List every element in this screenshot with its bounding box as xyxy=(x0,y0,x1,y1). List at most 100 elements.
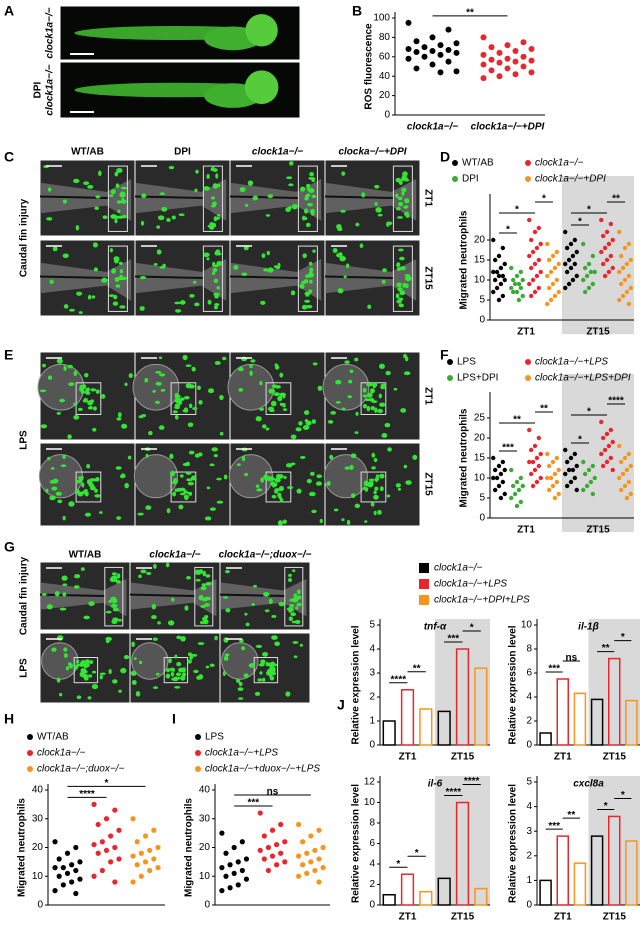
neutrophil xyxy=(385,370,391,376)
neutrophil xyxy=(55,491,62,496)
neutrophil xyxy=(158,373,166,377)
neutrophil xyxy=(203,252,210,258)
data-point xyxy=(421,44,428,51)
data-point xyxy=(265,844,272,851)
neutrophil xyxy=(140,569,147,574)
data-point xyxy=(602,447,608,453)
data-point xyxy=(574,463,579,469)
neutrophil xyxy=(209,507,216,511)
neutrophil xyxy=(264,609,270,613)
data-point xyxy=(600,463,606,469)
neutrophil xyxy=(278,601,285,607)
neutrophil xyxy=(94,488,98,493)
neutrophil xyxy=(244,612,248,616)
neutrophil xyxy=(115,183,120,189)
data-point xyxy=(618,281,624,287)
y-tick-label: 15 xyxy=(474,255,486,266)
neutrophil xyxy=(359,243,364,249)
data-point xyxy=(282,859,288,865)
neutrophil xyxy=(212,201,217,206)
neutrophil xyxy=(296,595,302,600)
neutrophil xyxy=(78,311,83,314)
data-point xyxy=(491,289,496,295)
data-point xyxy=(488,67,495,74)
neutrophil xyxy=(116,573,121,579)
neutrophil xyxy=(166,217,171,222)
neutrophil xyxy=(275,265,281,270)
neutrophil xyxy=(398,303,404,308)
y-tick-label: 40 xyxy=(379,71,391,82)
legend-label: clock1a−/− xyxy=(37,748,86,759)
data-point xyxy=(504,65,511,72)
micrograph xyxy=(227,351,326,441)
data-point xyxy=(563,447,568,453)
neutrophil xyxy=(304,196,309,201)
neutrophil xyxy=(183,396,190,400)
neutrophil xyxy=(99,672,106,676)
legend-label: clock1a−/−+LPS+DPI xyxy=(535,373,631,384)
neutrophil xyxy=(213,183,218,189)
column-label: WT/AB xyxy=(71,147,104,158)
neutrophil xyxy=(404,178,410,182)
neutrophil xyxy=(185,364,192,368)
data-point xyxy=(532,289,538,295)
neutrophil xyxy=(76,659,80,664)
neutrophil xyxy=(260,300,266,305)
data-point xyxy=(108,833,114,839)
roi-box xyxy=(73,657,99,684)
neutrophil xyxy=(223,655,229,661)
data-point xyxy=(608,253,614,259)
data-point xyxy=(581,277,586,283)
neutrophil xyxy=(189,293,195,298)
x-tick-label: ZT15 xyxy=(586,525,610,536)
neutrophil xyxy=(289,603,295,608)
neutrophil xyxy=(95,195,101,199)
data-point xyxy=(617,475,622,481)
neutrophil xyxy=(403,211,410,217)
data-point xyxy=(116,827,122,833)
neutrophil xyxy=(303,279,309,284)
neutrophil xyxy=(186,478,193,482)
data-point xyxy=(581,241,586,247)
data-point xyxy=(151,827,157,833)
data-point xyxy=(520,483,525,489)
neutrophil xyxy=(92,242,98,248)
data-point xyxy=(604,459,610,465)
significance-label: * xyxy=(621,790,625,801)
neutrophil xyxy=(83,181,90,186)
neutrophil xyxy=(279,372,284,378)
data-point xyxy=(572,261,578,267)
data-point xyxy=(536,257,542,263)
neutrophil xyxy=(68,663,74,669)
eye xyxy=(41,642,79,680)
data-point xyxy=(312,867,318,874)
neutrophil xyxy=(137,512,144,516)
neutrophil xyxy=(45,488,49,493)
neutrophil xyxy=(311,194,317,199)
neutrophil xyxy=(176,676,181,680)
neutrophil xyxy=(403,353,407,359)
significance-label: *** xyxy=(502,443,514,454)
data-point xyxy=(564,483,570,489)
neutrophil xyxy=(396,264,400,268)
data-point xyxy=(536,225,542,231)
neutrophil xyxy=(204,516,212,521)
bar xyxy=(382,720,396,746)
x-tick-label: clock1a−/−+DPI xyxy=(471,122,545,133)
x-tick-label: ZT15 xyxy=(451,912,475,923)
data-point xyxy=(295,821,302,828)
row-label: ZT15 xyxy=(422,266,433,290)
neutrophil xyxy=(273,482,278,487)
neutrophil xyxy=(144,377,149,383)
data-point xyxy=(282,839,288,845)
neutrophil xyxy=(249,370,253,376)
neutrophil xyxy=(285,463,293,468)
neutrophil xyxy=(171,215,176,220)
neutrophil xyxy=(80,391,85,394)
data-point xyxy=(421,53,428,60)
neutrophil xyxy=(116,167,123,174)
significance-label: * xyxy=(621,632,625,643)
neutrophil xyxy=(296,589,301,595)
data-point xyxy=(586,285,592,291)
neutrophil xyxy=(369,388,375,394)
